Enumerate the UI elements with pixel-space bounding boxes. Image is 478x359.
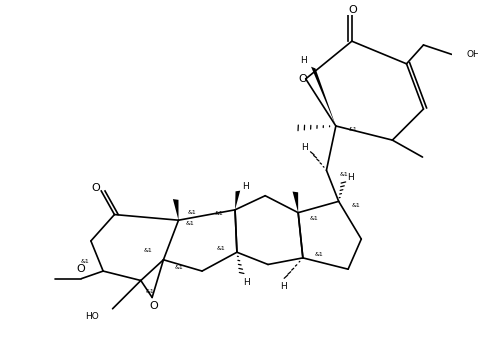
Polygon shape	[173, 199, 178, 220]
Text: H: H	[301, 56, 307, 65]
Polygon shape	[293, 192, 298, 213]
Text: O: O	[298, 74, 307, 84]
Text: O: O	[91, 183, 100, 193]
Text: &1: &1	[186, 220, 195, 225]
Text: &1: &1	[349, 127, 358, 132]
Text: HO: HO	[85, 312, 98, 321]
Text: &1: &1	[80, 259, 89, 264]
Text: OH: OH	[467, 50, 478, 59]
Polygon shape	[235, 191, 240, 210]
Text: &1: &1	[217, 246, 226, 251]
Text: O: O	[76, 264, 85, 274]
Text: H: H	[280, 282, 286, 291]
Polygon shape	[311, 67, 336, 126]
Text: &1: &1	[175, 265, 184, 270]
Text: &1: &1	[143, 248, 152, 253]
Text: H: H	[302, 143, 308, 152]
Text: H: H	[242, 182, 249, 191]
Text: &1: &1	[145, 289, 154, 294]
Text: &1: &1	[215, 211, 224, 216]
Text: O: O	[348, 5, 357, 15]
Text: &1: &1	[314, 252, 323, 257]
Text: H: H	[348, 173, 354, 182]
Text: &1: &1	[340, 172, 348, 177]
Text: &1: &1	[188, 210, 196, 215]
Text: &1: &1	[309, 216, 318, 221]
Text: &1: &1	[352, 202, 360, 208]
Text: H: H	[243, 278, 250, 287]
Text: O: O	[150, 301, 158, 311]
